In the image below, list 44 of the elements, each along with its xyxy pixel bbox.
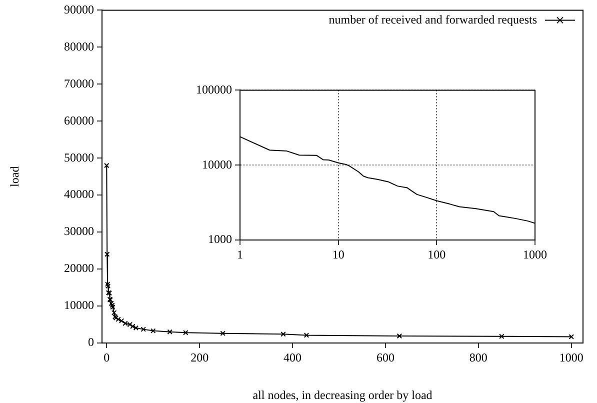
point xyxy=(104,162,110,168)
point xyxy=(396,333,402,339)
x-tick-label: 600 xyxy=(376,350,394,364)
point xyxy=(304,332,310,338)
x-tick-label: 100 xyxy=(428,247,446,262)
y-tick-label: 20000 xyxy=(64,261,94,276)
y-tick-label: 80000 xyxy=(64,39,94,54)
y-tick-label: 100000 xyxy=(196,82,232,96)
point xyxy=(116,316,121,322)
y-tick-label: 70000 xyxy=(64,76,94,90)
legend-label: number of received and forwarded requests xyxy=(328,12,538,26)
point xyxy=(220,330,226,336)
y-tick-label: 10000 xyxy=(64,298,94,312)
point xyxy=(499,334,504,339)
point xyxy=(150,328,156,334)
x-tick-label: 10 xyxy=(332,247,344,262)
point xyxy=(140,326,146,332)
y-tick-label: 90000 xyxy=(64,2,94,16)
point xyxy=(167,329,172,335)
point xyxy=(104,252,110,257)
y-axis-title: load xyxy=(7,166,22,187)
y-tick-label: 60000 xyxy=(64,113,94,128)
y-tick-label: 40000 xyxy=(64,187,94,202)
y-tick-label: 50000 xyxy=(64,150,94,164)
x-tick-label: 200 xyxy=(190,350,209,364)
x-tick-label: 1000 xyxy=(523,247,547,262)
y-tick-label: 0 xyxy=(88,335,94,350)
x-tick-label: 400 xyxy=(284,350,302,364)
x-tick-label: 0 xyxy=(104,350,110,364)
point xyxy=(130,324,136,329)
y-tick-label: 1000 xyxy=(208,232,232,246)
point xyxy=(127,322,133,328)
x-tick-label: 800 xyxy=(469,350,488,364)
point xyxy=(280,332,286,337)
x-tick-label: 1000 xyxy=(559,350,584,364)
point xyxy=(118,318,124,324)
point xyxy=(122,320,128,326)
point xyxy=(108,300,114,306)
x-tick-label: 1 xyxy=(237,247,243,262)
x-axis-title: all nodes, in decreasing order by load xyxy=(252,388,432,402)
y-tick-label: 10000 xyxy=(202,157,232,172)
point xyxy=(183,330,188,336)
y-tick-label: 30000 xyxy=(64,224,94,238)
point xyxy=(133,325,139,330)
